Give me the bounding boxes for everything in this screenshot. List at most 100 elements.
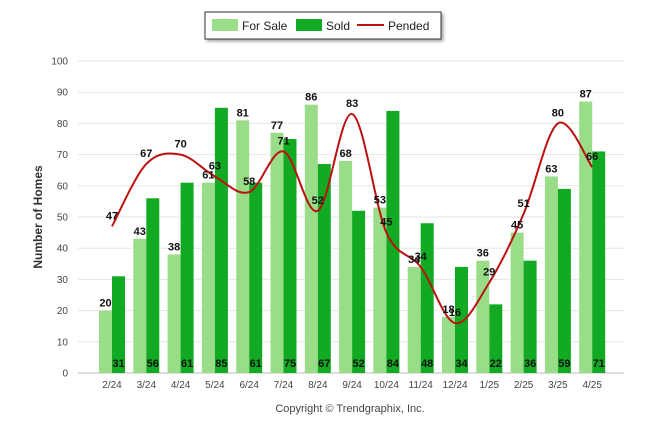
y-tick-label: 70 <box>57 150 69 161</box>
bar-sold <box>489 304 503 373</box>
y-tick-label: 10 <box>57 337 69 348</box>
legend: For Sale Sold Pended <box>204 11 442 40</box>
pended-line <box>111 113 594 325</box>
x-tick-label: 6/24 <box>239 380 259 391</box>
bar-sold <box>283 139 297 373</box>
legend-label-for-sale: For Sale <box>242 19 288 33</box>
label-for-sale: 63 <box>545 163 557 175</box>
y-tick-label: 100 <box>51 57 68 68</box>
bar-sold <box>214 107 228 374</box>
y-tick-label: 50 <box>57 213 69 224</box>
label-pended: 51 <box>517 198 529 210</box>
label-pended: 34 <box>415 251 428 263</box>
bar-sold <box>146 198 160 373</box>
label-sold: 52 <box>352 358 364 370</box>
bar-for-sale <box>579 101 593 373</box>
bar-for-sale <box>304 104 318 374</box>
bar-sold <box>523 260 537 373</box>
x-tick-label: 2/24 <box>102 380 122 391</box>
legend-box <box>204 11 442 40</box>
x-tick-label: 2/25 <box>514 380 534 391</box>
label-for-sale: 43 <box>134 226 146 238</box>
legend-label-sold: Sold <box>326 19 350 33</box>
bar-for-sale <box>99 310 112 373</box>
y-tick-label: 90 <box>57 88 69 99</box>
label-sold: 75 <box>284 358 296 370</box>
label-sold: 56 <box>147 358 159 370</box>
pended-series-line <box>111 113 594 325</box>
bar-for-sale <box>236 120 250 373</box>
label-pended: 63 <box>209 160 221 172</box>
label-sold: 59 <box>558 358 570 370</box>
bars <box>99 101 606 374</box>
label-pended: 29 <box>483 267 495 279</box>
x-tick-label: 8/24 <box>308 380 328 391</box>
y-tick-label: 20 <box>57 306 69 317</box>
bar-sold <box>180 182 194 373</box>
bar-sold <box>455 266 468 373</box>
bar-for-sale <box>442 316 455 373</box>
legend-label-pended: Pended <box>388 19 429 33</box>
bar-sold <box>352 210 366 373</box>
label-for-sale: 81 <box>237 107 249 119</box>
x-axis-ticks: 2/24 3/24 4/24 5/24 6/24 7/24 8/24 9/24 10/24 11/… <box>102 380 602 391</box>
x-tick-label: 3/25 <box>548 380 568 391</box>
label-pended: 67 <box>140 148 152 160</box>
y-tick-label: 30 <box>57 275 69 286</box>
bar-sold <box>317 163 331 373</box>
label-for-sale: 61 <box>202 170 214 182</box>
label-for-sale: 77 <box>271 120 283 132</box>
x-tick-label: 5/24 <box>205 380 225 391</box>
label-pended: 71 <box>277 135 289 147</box>
label-sold: 36 <box>524 358 536 370</box>
label-for-sale: 68 <box>339 148 351 160</box>
label-sold: 61 <box>250 358 262 370</box>
x-tick-label: 4/25 <box>582 380 602 391</box>
bar-for-sale <box>544 176 558 373</box>
bar-sold <box>249 182 263 373</box>
y-tick-label: 80 <box>57 119 69 130</box>
label-for-sale: 86 <box>305 92 317 104</box>
label-pended: 66 <box>586 151 598 163</box>
label-for-sale: 53 <box>374 195 386 207</box>
x-tick-label: 7/24 <box>274 380 294 391</box>
bar-for-sale <box>510 232 524 373</box>
bar-sold <box>112 276 125 373</box>
bar-for-sale <box>167 254 181 373</box>
label-for-sale: 20 <box>99 298 111 310</box>
y-axis-ticks: 0 10 20 30 40 50 60 70 80 90 100 <box>51 57 68 380</box>
label-pended: 58 <box>243 176 255 188</box>
x-tick-label: 11/24 <box>409 380 434 391</box>
label-for-sale: 38 <box>168 241 180 253</box>
bar-for-sale <box>201 182 215 373</box>
label-for-sale: 87 <box>580 89 592 101</box>
x-tick-label: 4/24 <box>171 380 191 391</box>
x-tick-label: 12/24 <box>442 380 467 391</box>
label-for-sale: 34 <box>408 254 421 266</box>
label-pended: 52 <box>312 195 324 207</box>
label-pended: 45 <box>380 217 392 229</box>
legend-swatch-sold <box>296 19 322 31</box>
label-sold: 34 <box>455 358 468 370</box>
bar-sold <box>557 188 571 373</box>
label-pended: 80 <box>552 107 564 119</box>
bar-for-sale <box>133 238 147 373</box>
bar-for-sale <box>339 160 353 373</box>
data-labels: 20 31 43 56 38 61 61 85 81 61 77 75 86 67 68 52 53 84 34 48… <box>99 89 604 370</box>
copyright-footer: Copyright © Trendgraphix, Inc. <box>275 403 424 415</box>
y-axis-title: Number of Homes <box>31 165 45 269</box>
label-sold: 67 <box>318 358 330 370</box>
bar-for-sale <box>373 207 387 373</box>
legend-swatch-for-sale <box>212 19 238 31</box>
y-tick-label: 60 <box>57 181 69 192</box>
bar-for-sale <box>407 266 421 373</box>
label-sold: 85 <box>215 358 227 370</box>
x-tick-label: 9/24 <box>342 380 362 391</box>
x-tick-label: 1/25 <box>480 380 500 391</box>
bar-sold <box>386 110 400 374</box>
label-pended: 16 <box>449 307 461 319</box>
x-tick-label: 3/24 <box>137 380 157 391</box>
label-pended: 83 <box>346 98 358 110</box>
x-tick-label: 10/24 <box>374 380 399 391</box>
